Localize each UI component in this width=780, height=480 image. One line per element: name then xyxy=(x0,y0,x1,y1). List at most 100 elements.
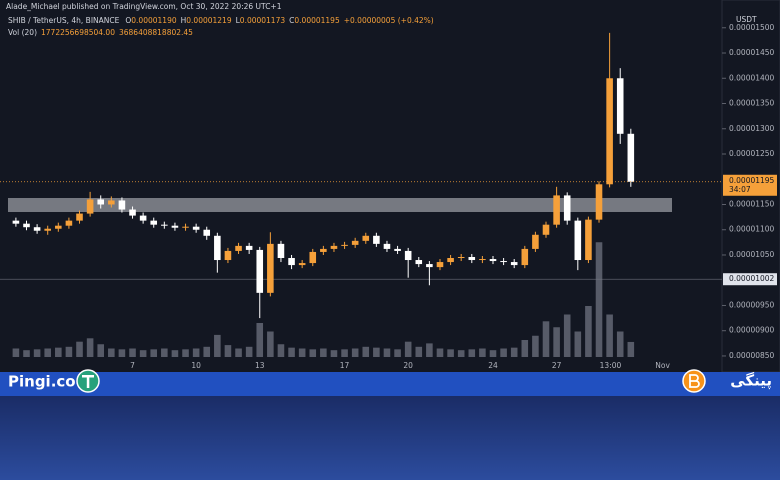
volume-bar xyxy=(108,348,115,357)
candle-body xyxy=(553,195,560,225)
price-countdown: 34:07 xyxy=(729,185,751,194)
volume-bar xyxy=(267,331,274,357)
candle-body xyxy=(542,224,550,235)
volume-bar xyxy=(320,348,327,357)
x-tick-label: 7 xyxy=(130,361,135,370)
volume-bar xyxy=(86,338,94,357)
candle-body xyxy=(510,262,518,266)
candle-body xyxy=(479,259,486,261)
candle-body xyxy=(277,243,285,259)
brand-left: Pingi.co xyxy=(8,373,76,391)
candle-body xyxy=(415,260,423,265)
volume-bar xyxy=(373,347,380,357)
level-label: 0.00001002 xyxy=(729,274,775,283)
volume-bar xyxy=(23,350,30,357)
y-tick-label: 0.00001250 xyxy=(729,149,775,158)
candle-body xyxy=(574,220,582,261)
y-tick-label: 0.00000950 xyxy=(729,300,775,309)
volume-bar xyxy=(457,350,465,357)
resistance-zone xyxy=(8,198,672,212)
candle-body xyxy=(320,248,327,252)
volume-bar xyxy=(256,323,264,357)
currency: USDT xyxy=(736,15,757,24)
x-tick-label: 13:00 xyxy=(600,361,622,370)
legend-text: SHIB / TetherUS, 4h, BINANCE xyxy=(8,16,120,25)
volume-bar xyxy=(245,346,253,357)
y-tick-label: 0.00001500 xyxy=(729,23,775,32)
volume-bar xyxy=(362,346,370,357)
volume-bar xyxy=(595,242,603,357)
volume-bar xyxy=(224,345,232,357)
legend-text: 0.00001219 xyxy=(186,16,232,25)
volume-bar xyxy=(55,347,62,357)
volume-bar xyxy=(616,331,624,357)
volume-bar xyxy=(426,343,433,357)
volume-bar xyxy=(606,314,613,357)
volume-bar xyxy=(12,348,20,357)
x-tick-label: 27 xyxy=(552,361,562,370)
volume-bar xyxy=(214,334,221,357)
candle-body xyxy=(521,248,529,266)
x-tick-label: 17 xyxy=(340,361,350,370)
volume-bar xyxy=(351,348,359,357)
candle-body xyxy=(447,258,454,263)
volume-bar xyxy=(203,346,211,357)
level-label-box xyxy=(723,273,777,286)
volume-bar xyxy=(447,349,454,357)
candle-body xyxy=(224,250,232,261)
volume-bar xyxy=(479,348,486,357)
candle-body xyxy=(267,243,274,293)
tether-icon-stem xyxy=(86,375,90,388)
candle-body xyxy=(182,226,189,228)
legend-text: 0.00001173 xyxy=(240,16,286,25)
volume-bar xyxy=(235,348,242,357)
legend-text: 3686408818802.45 xyxy=(119,28,193,37)
price-label-box xyxy=(723,174,777,196)
y-tick-label: 0.00001150 xyxy=(729,199,775,208)
y-tick-label: 0.00001300 xyxy=(729,124,775,133)
candle-body xyxy=(606,78,613,185)
candle-body xyxy=(44,228,51,231)
candle-body xyxy=(532,234,539,249)
volume-bar xyxy=(129,348,136,357)
x-tick-label: Nov xyxy=(655,361,670,370)
y-tick-label: 0.00000850 xyxy=(729,351,775,360)
legend-text: 0.00001190 xyxy=(131,16,177,25)
candle-body xyxy=(595,184,603,220)
candle-body xyxy=(330,245,338,249)
candle-body xyxy=(97,199,105,205)
candle-body xyxy=(55,225,62,229)
volume-bar xyxy=(627,341,635,357)
candle-body xyxy=(214,235,221,261)
volume-bar xyxy=(383,348,391,357)
volume-bar xyxy=(563,314,571,357)
candle-body xyxy=(404,250,412,261)
volume-bar xyxy=(574,331,582,357)
x-tick-label: 20 xyxy=(403,361,413,370)
candle-body xyxy=(203,229,211,236)
volume-bar xyxy=(118,349,126,357)
candle-body xyxy=(373,235,380,244)
candle-body xyxy=(76,213,83,221)
legend-text: L xyxy=(236,16,241,25)
y-tick-label: 0.00001400 xyxy=(729,73,775,82)
volume-bar xyxy=(309,349,317,357)
volume-bar xyxy=(139,350,147,357)
candle-body xyxy=(394,248,401,251)
legend-text: Vol (20) xyxy=(8,28,37,37)
candle-body xyxy=(108,200,115,205)
candle-body xyxy=(489,259,497,262)
volume-bar xyxy=(192,348,200,357)
candle-body xyxy=(192,226,200,230)
volume-bar xyxy=(288,347,295,357)
candle-body xyxy=(171,225,179,228)
volume-bar xyxy=(585,306,592,357)
volume-bar xyxy=(553,327,560,357)
legend-text: O xyxy=(125,16,131,25)
candle-body xyxy=(309,251,317,264)
candle-body xyxy=(86,199,94,214)
candle-body xyxy=(161,224,168,226)
volume-bar xyxy=(404,341,412,357)
candle-body xyxy=(129,209,136,216)
y-tick-label: 0.00001050 xyxy=(729,250,775,259)
